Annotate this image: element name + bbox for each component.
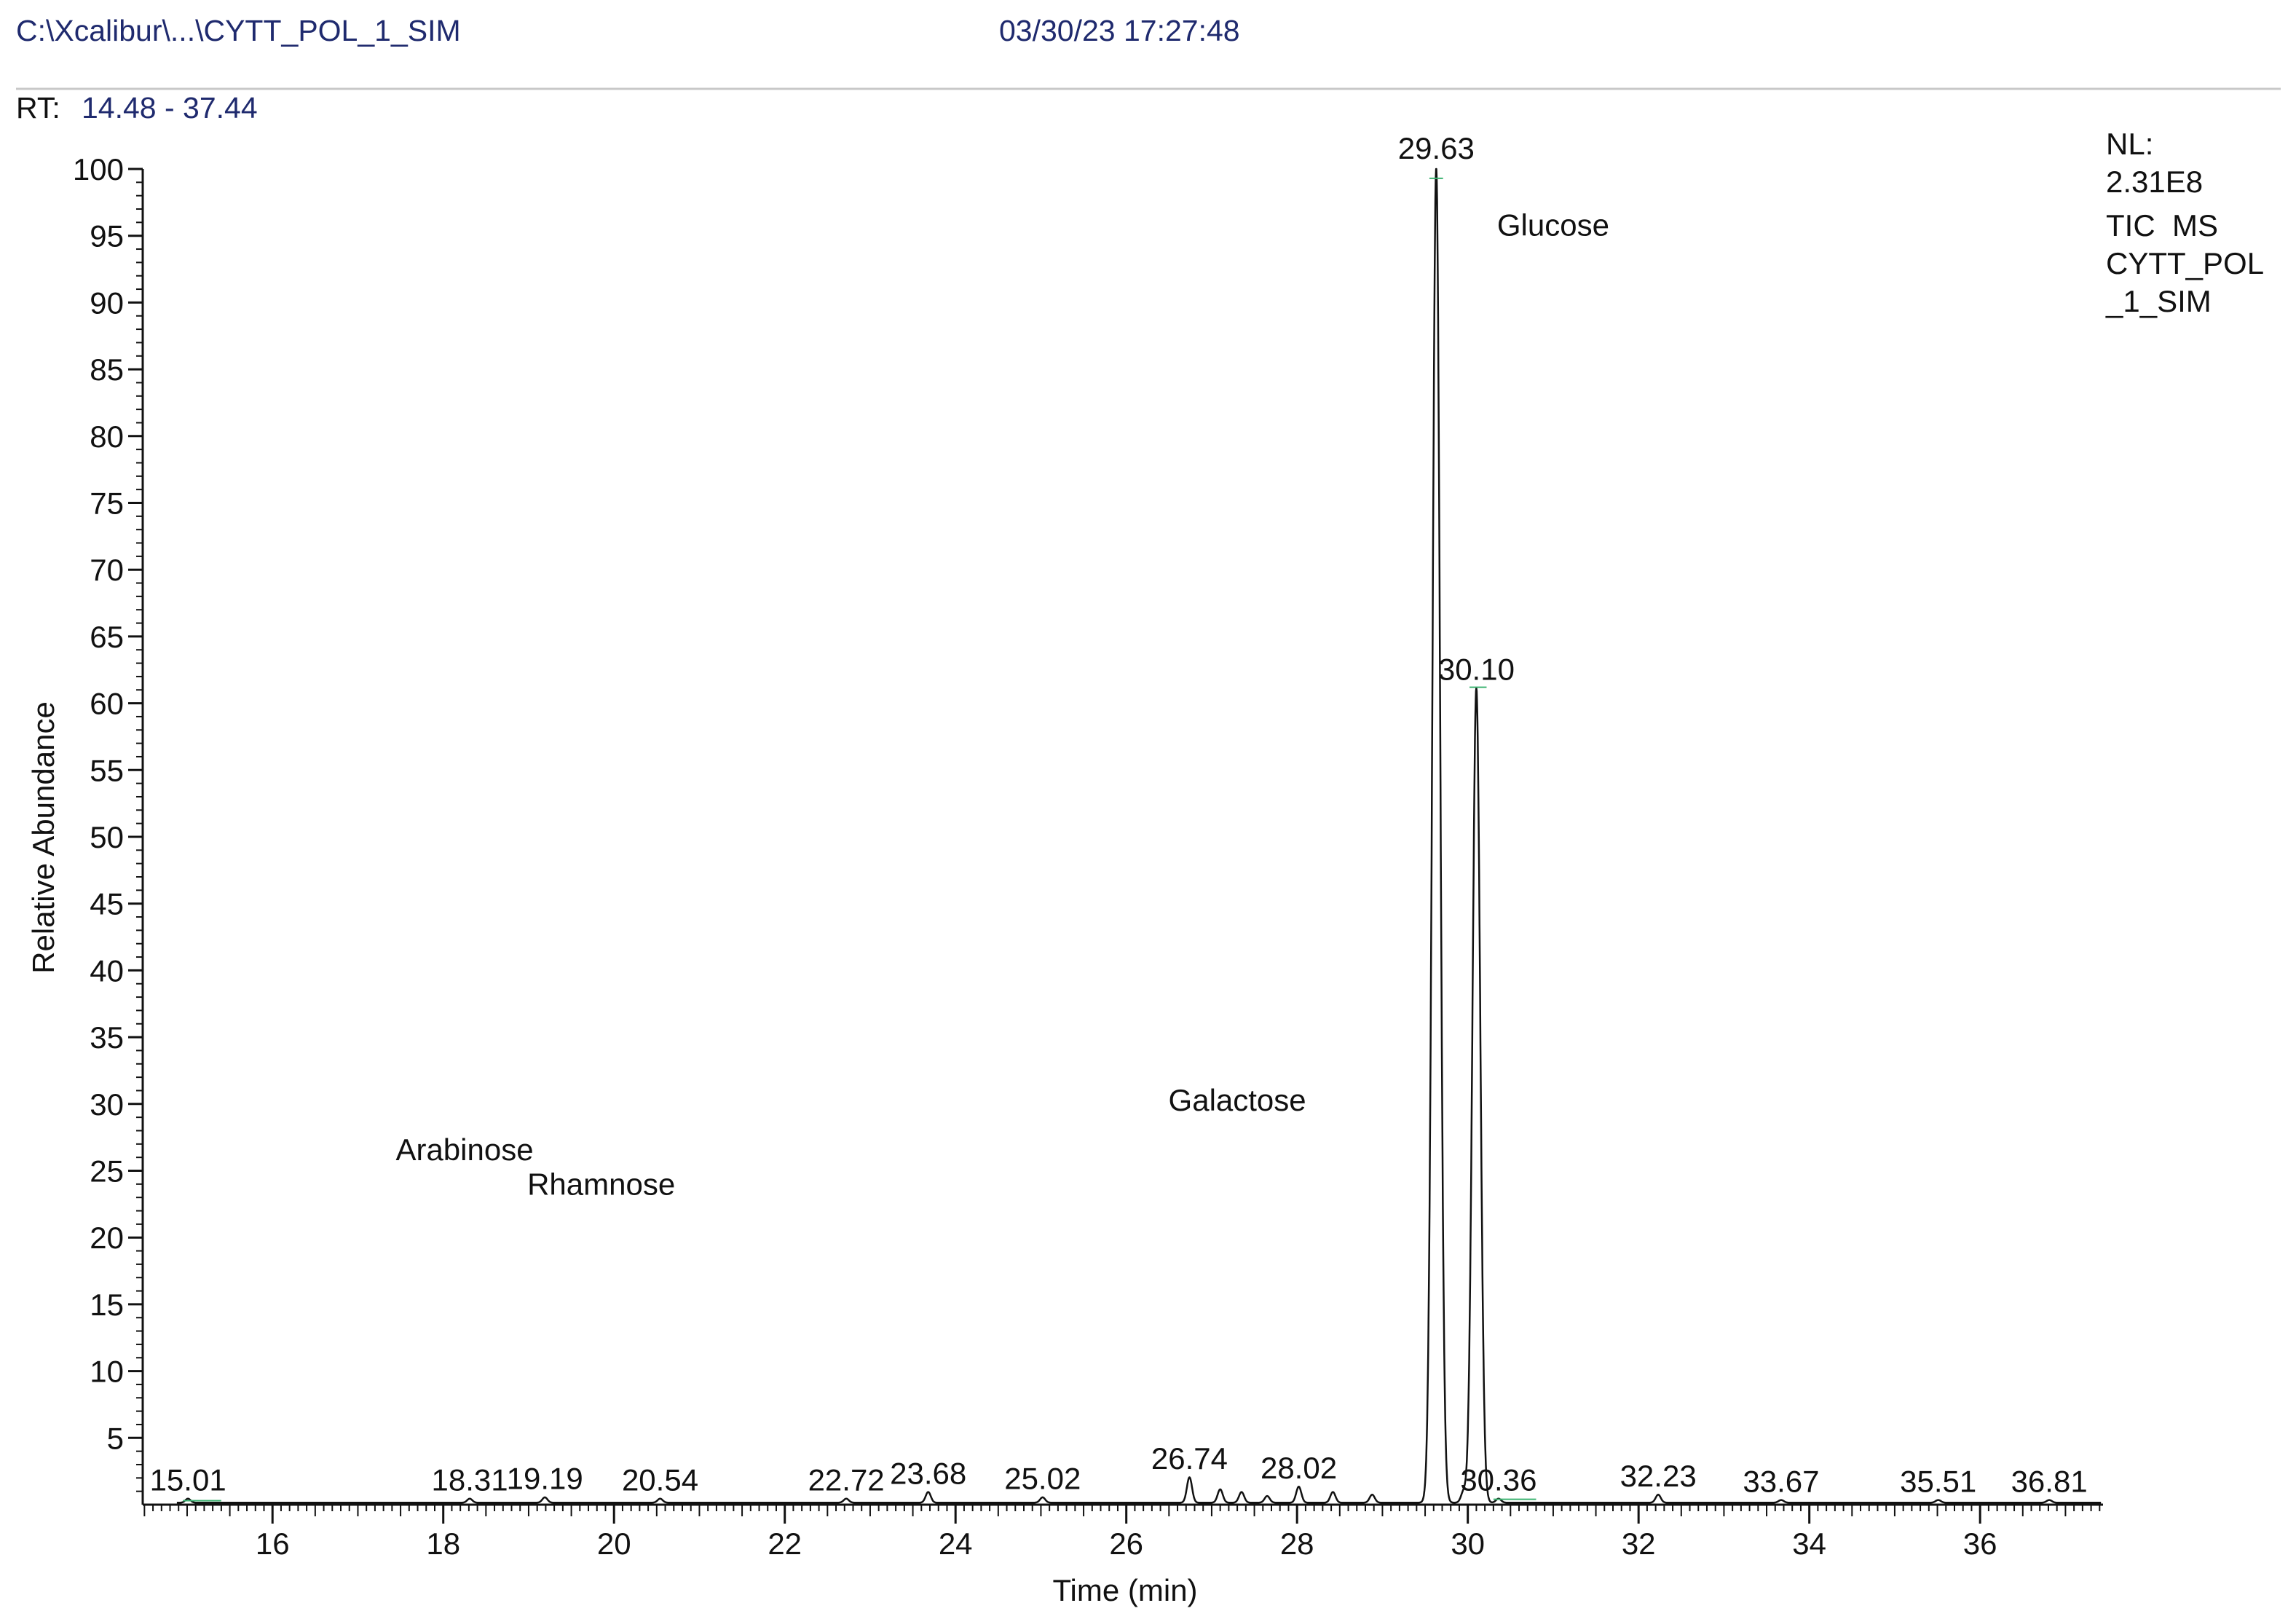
x-tick-label: 30: [1451, 1527, 1485, 1561]
axes: 5 10 15 20 25 30 35 40 45 50 55 60 65 70 75 80 85 90 95 100…: [73, 152, 2103, 1561]
x-tick-label: 18: [426, 1527, 460, 1561]
y-tick-label: 90: [90, 285, 124, 320]
x-tick-label: 24: [939, 1527, 973, 1561]
y-tick-label: 10: [90, 1355, 124, 1389]
y-tick-label: 20: [90, 1221, 124, 1255]
peak-label: 25.02: [1004, 1462, 1081, 1496]
file-path: C:\Xcalibur\...\CYTT_POL_1_SIM: [16, 14, 461, 47]
y-tick-label: 60: [90, 687, 124, 721]
y-tick-label: 70: [90, 553, 124, 587]
x-tick-label: 16: [256, 1527, 290, 1561]
file-name-line2: _1_SIM: [2105, 284, 2212, 318]
nl-value: 2.31E8: [2106, 165, 2203, 199]
y-tick-label: 55: [90, 753, 124, 787]
peak-label: 26.74: [1151, 1441, 1228, 1476]
timestamp: 03/30/23 17:27:48: [999, 14, 1240, 47]
peak-label: 30.36: [1460, 1462, 1536, 1497]
y-tick-label: 40: [90, 953, 124, 988]
peak-label: 15.01: [150, 1462, 226, 1497]
peak-label: 18.31: [432, 1462, 508, 1497]
peak-label: 33.67: [1743, 1464, 1819, 1498]
peak-label: 36.81: [2011, 1464, 2088, 1498]
tic-trace-line: [176, 168, 2102, 1504]
peak-label: 32.23: [1620, 1459, 1697, 1493]
compound-annotation: Rhamnose: [527, 1167, 675, 1202]
x-tick-label: 36: [1963, 1527, 1997, 1561]
nl-label: NL:: [2106, 127, 2153, 161]
y-tick-label: 30: [90, 1087, 124, 1122]
x-tick-label: 32: [1622, 1527, 1656, 1561]
y-tick-label: 80: [90, 420, 124, 454]
y-tick-label: 35: [90, 1020, 124, 1055]
y-tick-label: 25: [90, 1154, 124, 1189]
rt-range: 14.48 - 37.44: [82, 91, 258, 125]
file-name-line1: CYTT_POL: [2106, 246, 2264, 280]
peak-label: 35.51: [1900, 1464, 1976, 1498]
peak-label: 29.63: [1398, 131, 1475, 165]
chromatogram-trace: [176, 168, 2102, 1504]
y-tick-label: 100: [73, 152, 124, 186]
x-axis-title: Time (min): [1052, 1573, 1197, 1607]
peak-label: 23.68: [890, 1456, 966, 1490]
y-tick-label: 45: [90, 887, 124, 921]
y-tick-label: 15: [90, 1288, 124, 1322]
peak-label: 28.02: [1261, 1451, 1337, 1485]
y-tick-label: 50: [90, 820, 124, 854]
peak-label: 20.54: [622, 1462, 698, 1497]
y-tick-label: 95: [90, 219, 124, 253]
peak-label: 19.19: [507, 1462, 583, 1496]
rt-label: RT:: [16, 91, 60, 125]
x-tick-label: 26: [1109, 1527, 1143, 1561]
x-tick-label: 20: [597, 1527, 631, 1561]
peak-label: 22.72: [808, 1462, 885, 1497]
compound-annotation: Galactose: [1169, 1083, 1306, 1117]
x-tick-label: 28: [1280, 1527, 1314, 1561]
y-tick-label: 65: [90, 620, 124, 654]
scan-type: TIC MS: [2106, 208, 2218, 243]
peak-label: 30.10: [1438, 652, 1515, 686]
y-tick-label: 85: [90, 352, 124, 387]
y-tick-label: 75: [90, 487, 124, 521]
compound-annotation: Glucose: [1497, 208, 1609, 243]
compound-annotation: Arabinose: [395, 1133, 533, 1167]
x-tick-label: 22: [768, 1527, 802, 1561]
y-axis-title: Relative Abundance: [26, 701, 60, 974]
x-tick-label: 34: [1792, 1527, 1826, 1561]
y-tick-label: 5: [107, 1421, 124, 1455]
